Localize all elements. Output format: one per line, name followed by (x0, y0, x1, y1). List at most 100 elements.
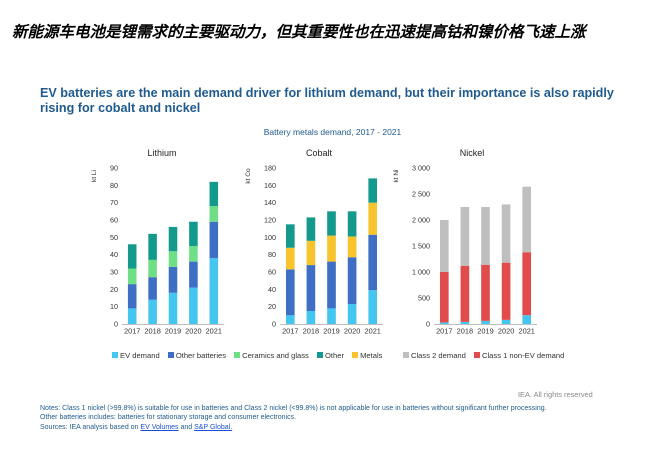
sources-prefix: Sources: IEA analysis based on (40, 423, 139, 431)
lithium-x-tick-label: 2018 (144, 327, 160, 336)
sources-and: and (180, 423, 193, 431)
lithium-y-tick-label: 80 (110, 181, 118, 190)
lithium-bar-ceramics-and-glass-2017 (127, 268, 137, 285)
lithium-y-tick-label: 30 (110, 268, 118, 277)
copyright: IEA. All rights reserved (518, 390, 593, 399)
headline: EV batteries are the main demand driver … (40, 86, 614, 115)
legend-label: Other (324, 351, 344, 360)
legend-item-metals: Metals (352, 351, 382, 360)
lithium-bar-ceramics-and-glass-2019 (168, 251, 178, 267)
nickel-y-tick-label: 1 500 (412, 242, 430, 251)
nickel-bar-class-1-non-ev-demand-2017 (439, 272, 449, 323)
cobalt-bar-ev-demand-2020 (347, 304, 357, 324)
lithium-x-tick-label: 2021 (206, 327, 222, 336)
nickel-y-axis-label: kt Ni (393, 170, 400, 183)
notes-line-2: Other batteries includes: batteries for … (40, 414, 297, 422)
nickel-bar-class-2-demand-2019 (481, 207, 490, 265)
notes-line-1: Notes: Class 1 nickel (>99.8%) is suitab… (40, 405, 547, 412)
legend-item-other-batteries: Other batteries (167, 351, 226, 360)
lithium-bar-other-batteries-2019 (168, 266, 178, 293)
cobalt-x-tick-label: 2017 (282, 327, 298, 336)
nickel-bar-class-1-non-ev-demand-2018 (460, 265, 470, 322)
sources-line: Sources: IEA analysis based on EV Volume… (40, 423, 640, 432)
legend-left: EV demand Other batteries Ceramics and g… (112, 351, 388, 360)
cobalt-bar-metals-2019 (327, 235, 336, 262)
lithium-y-tick-label: 50 (110, 233, 118, 242)
cobalt-y-tick-label: 160 (264, 181, 276, 190)
lithium-bar-other-batteries-2021 (209, 221, 219, 259)
lithium-y-tick-label: 40 (110, 250, 118, 259)
lithium-bar-other-2021 (209, 181, 219, 207)
cobalt-y-tick-label: 0 (272, 320, 276, 329)
lithium-y-axis-label: kt Li (91, 170, 98, 182)
lithium-bar-ev-demand-2018 (148, 299, 157, 324)
nickel-x-tick-label: 2020 (498, 327, 514, 336)
nickel-bar-class-2-demand-2018 (460, 207, 470, 266)
cobalt-y-tick-label: 80 (268, 250, 276, 259)
lithium-y-tick-label: 90 (110, 164, 118, 173)
lithium-y-tick-label: 60 (110, 216, 118, 225)
nickel-panel-title: Nickel (460, 148, 485, 158)
cobalt-bar-other-2021 (368, 178, 378, 203)
legend-swatch (234, 352, 241, 358)
nickel-x-tick-label: 2017 (436, 327, 452, 336)
cobalt-x-tick-label: 2020 (344, 327, 360, 336)
cobalt-bar-ev-demand-2021 (368, 290, 378, 324)
legend-swatch (112, 352, 118, 358)
nickel-y-tick-label: 2 000 (412, 216, 430, 225)
nickel-bar-ev-demand-2021 (522, 315, 532, 324)
nickel-bar-class-1-non-ev-demand-2020 (501, 262, 511, 320)
cobalt-bar-metals-2020 (347, 236, 357, 258)
legend-swatch (167, 352, 174, 358)
legend-item-ceramics-glass: Ceramics and glass (234, 351, 309, 360)
cobalt-bar-other-2019 (327, 211, 336, 236)
source-link-ev-volumes[interactable]: EV Volumes (140, 423, 179, 431)
cobalt-y-tick-label: 180 (264, 164, 276, 173)
legend-item-other: Other (316, 351, 344, 360)
cobalt-y-axis-label: kt Co (245, 168, 252, 184)
banner-title: 新能源车电池是锂需求的主要驱动力，但其重要性也在迅速提高钴和镍价格飞速上涨 (12, 23, 586, 41)
legend-swatch (474, 352, 480, 358)
legend-swatch (403, 352, 409, 358)
source-link-sp-global[interactable]: S&P Global. (194, 423, 233, 431)
cobalt-bar-other-batteries-2018 (306, 265, 316, 311)
nickel-bar-ev-demand-2019 (481, 320, 490, 324)
cobalt-y-tick-label: 60 (268, 268, 276, 277)
cobalt-bar-other-2018 (306, 217, 316, 241)
lithium-bar-other-2020 (189, 221, 198, 246)
nickel-bar-class-2-demand-2020 (501, 204, 511, 263)
cobalt-bar-metals-2021 (368, 202, 378, 235)
cobalt-bar-other-batteries-2019 (327, 261, 336, 309)
chart-subtitle: Battery metals demand, 2017 - 2021 (263, 127, 402, 137)
lithium-bar-other-batteries-2020 (189, 261, 198, 288)
lithium-x-tick-label: 2020 (185, 327, 201, 336)
lithium-bar-other-2019 (168, 226, 178, 252)
cobalt-y-tick-label: 40 (268, 285, 276, 294)
nickel-y-tick-label: 500 (418, 294, 430, 303)
legend-label: EV demand (120, 351, 160, 360)
lithium-bar-other-batteries-2018 (148, 277, 157, 300)
legend-label: Ceramics and glass (242, 351, 309, 360)
cobalt-panel-title: Cobalt (306, 148, 333, 158)
cobalt-y-tick-label: 140 (264, 198, 276, 207)
lithium-y-tick-label: 10 (110, 302, 118, 311)
cobalt-y-tick-label: 120 (264, 216, 276, 225)
lithium-y-tick-label: 70 (110, 198, 118, 207)
cobalt-x-tick-label: 2018 (303, 327, 319, 336)
lithium-x-tick-label: 2019 (165, 327, 181, 336)
legend-item-class2: Class 2 demand (403, 351, 466, 360)
nickel-y-tick-label: 1 000 (412, 268, 430, 277)
legend-item-class1-non-ev: Class 1 non-EV demand (474, 351, 564, 360)
nickel-x-tick-label: 2019 (477, 327, 493, 336)
notes: Notes: Class 1 nickel (>99.8%) is suitab… (40, 404, 640, 432)
nickel-bar-class-1-non-ev-demand-2019 (481, 264, 490, 321)
nickel-x-tick-label: 2018 (457, 327, 473, 336)
lithium-bar-ceramics-and-glass-2021 (209, 206, 219, 222)
nickel-y-tick-label: 2 500 (412, 190, 430, 199)
lithium-x-tick-label: 2017 (124, 327, 140, 336)
lithium-bar-ev-demand-2021 (209, 258, 219, 324)
legend-item-ev-demand: EV demand (112, 351, 160, 360)
nickel-bar-class-2-demand-2021 (522, 186, 532, 253)
cobalt-bar-metals-2018 (306, 240, 316, 266)
